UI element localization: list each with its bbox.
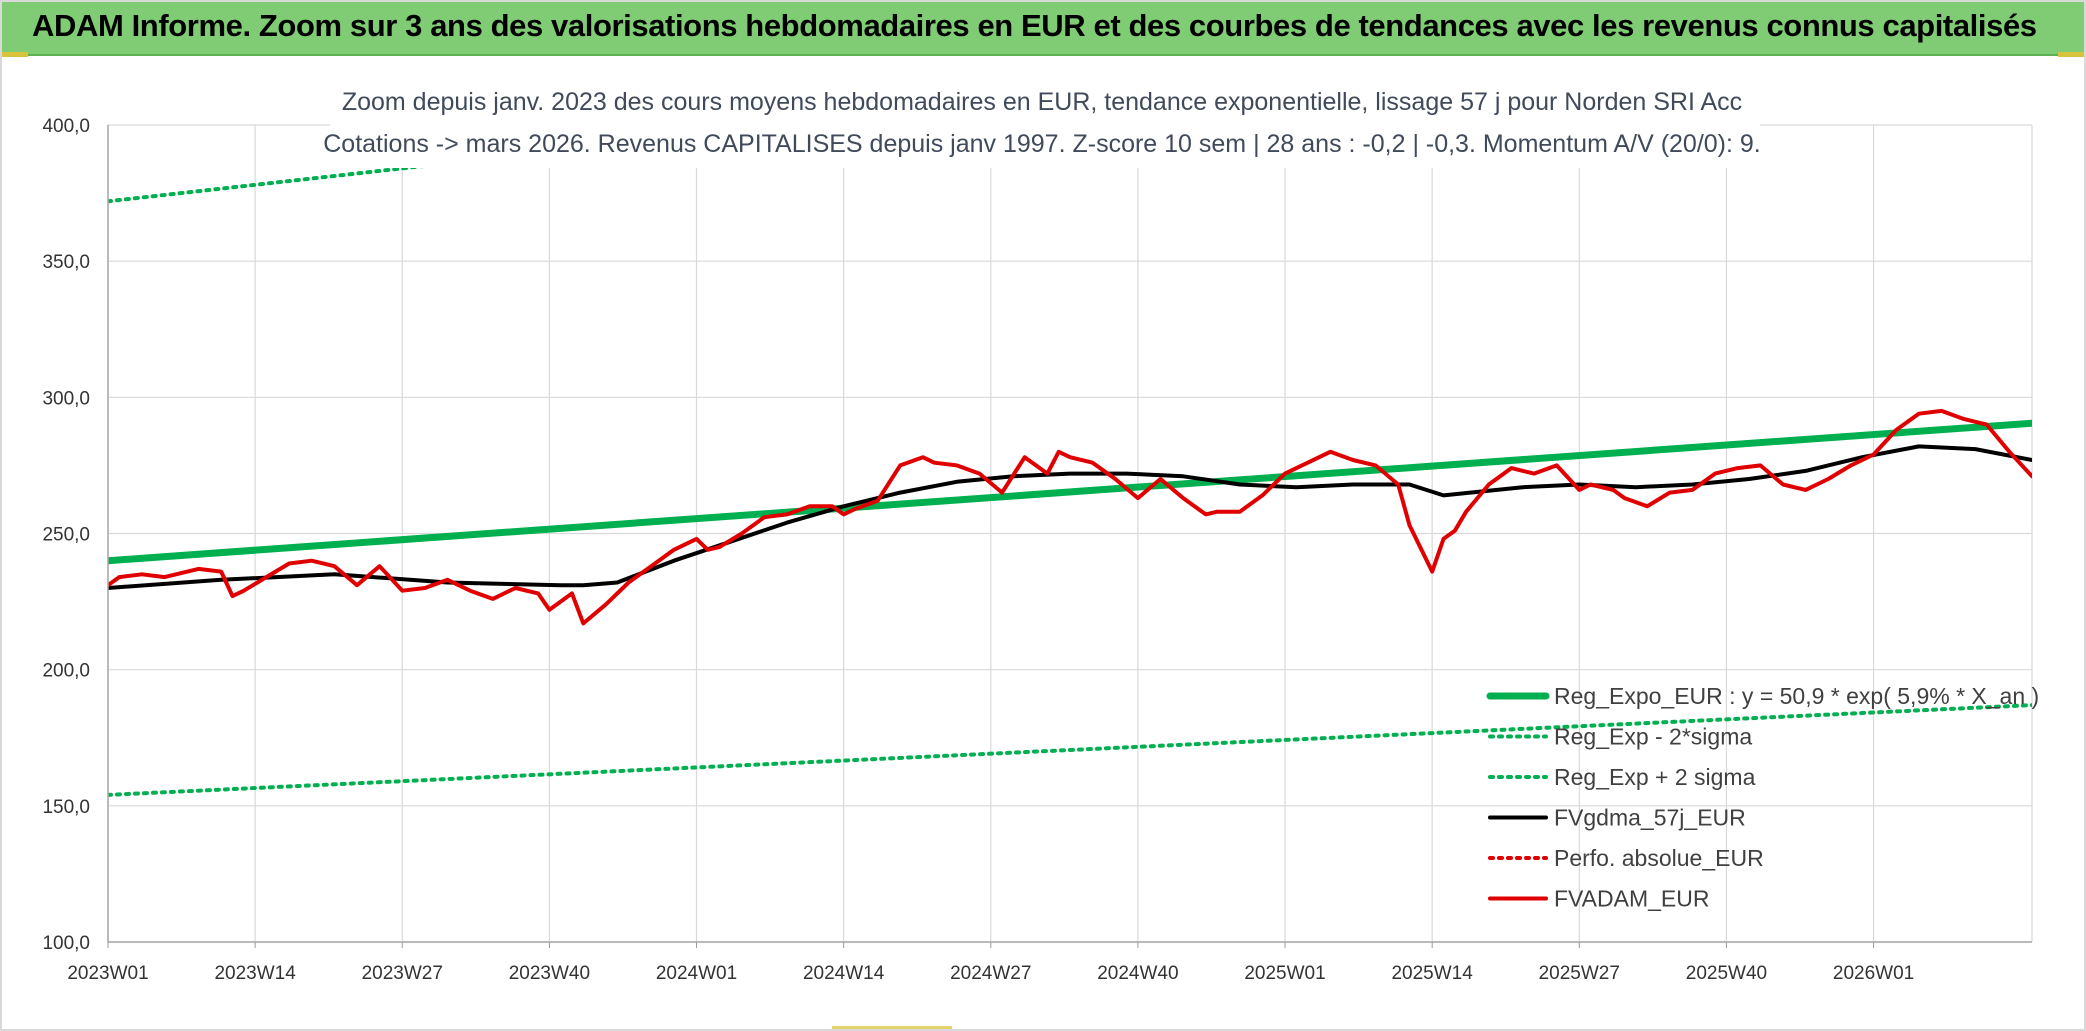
chart-title-line1: Zoom depuis janv. 2023 des cours moyens … (342, 88, 1742, 116)
legend-label-reg-exp-minus-2sigma: Reg_Exp - 2*sigma (1554, 724, 1752, 750)
y-tick-label: 150,0 (42, 797, 90, 818)
fvadam-line (108, 408, 2032, 626)
y-tick-label: 350,0 (42, 252, 90, 273)
reg-exp-minus-2sigma-line (108, 703, 2032, 797)
chart-legend: Reg_Expo_EUR : y = 50,9 * exp( 5,9% * X_… (1486, 683, 2039, 912)
fvgdma-57j-line (108, 444, 2032, 590)
x-tick-label: 2024W27 (950, 963, 1031, 984)
x-tick-label: 2025W14 (1391, 963, 1473, 984)
banner-title: ADAM Informe. Zoom sur 3 ans des valoris… (32, 8, 2037, 43)
y-tick-label: 100,0 (42, 933, 90, 954)
legend-label-reg-expo: Reg_Expo_EUR : y = 50,9 * exp( 5,9% * X_… (1554, 683, 2039, 709)
y-tick-label: 250,0 (42, 525, 90, 546)
chart-title-group: Zoom depuis janv. 2023 des cours moyens … (323, 80, 1761, 168)
reg-expo-line (108, 419, 2032, 565)
chart-title-line2: Cotations -> mars 2026. Revenus CAPITALI… (323, 130, 1761, 158)
top-banner: ADAM Informe. Zoom sur 3 ans des valoris… (2, 2, 2084, 57)
banner-accent-left (2, 52, 28, 57)
bottom-accent (832, 1026, 952, 1029)
y-tick-label: 400,0 (42, 116, 90, 137)
legend-label-fvgdma-57j: FVgdma_57j_EUR (1554, 805, 1746, 831)
banner-accent-right (2058, 52, 2084, 57)
x-tick-label: 2023W01 (67, 963, 148, 984)
x-tick-label: 2023W40 (509, 963, 590, 984)
series-layer (108, 110, 2032, 797)
tick-labels: 100,0 150,0 200,0 250,0 300,0 350,0 400,0 2023W… (42, 116, 1914, 984)
x-tick-label: 2024W40 (1097, 963, 1178, 984)
x-tick-label: 2026W01 (1833, 963, 1914, 984)
chart-title-background (330, 80, 1760, 168)
y-tick-label: 300,0 (42, 388, 90, 409)
x-tick-label: 2024W01 (656, 963, 737, 984)
x-tick-label: 2023W27 (362, 963, 443, 984)
x-tick-label: 2025W40 (1686, 963, 1767, 984)
legend-label-perfo-absolue: Perfo. absolue_EUR (1554, 845, 1764, 871)
x-tick-label: 2024W14 (803, 963, 885, 984)
y-tick-label: 200,0 (42, 661, 90, 682)
x-tick-label: 2025W27 (1539, 963, 1620, 984)
x-tick-label: 2025W01 (1244, 963, 1325, 984)
legend-label-reg-exp-plus-2sigma: Reg_Exp + 2 sigma (1554, 764, 1756, 790)
x-tick-label: 2023W14 (214, 963, 296, 984)
axes (107, 125, 2032, 948)
legend-label-fvadam: FVADAM_EUR (1554, 886, 1710, 912)
